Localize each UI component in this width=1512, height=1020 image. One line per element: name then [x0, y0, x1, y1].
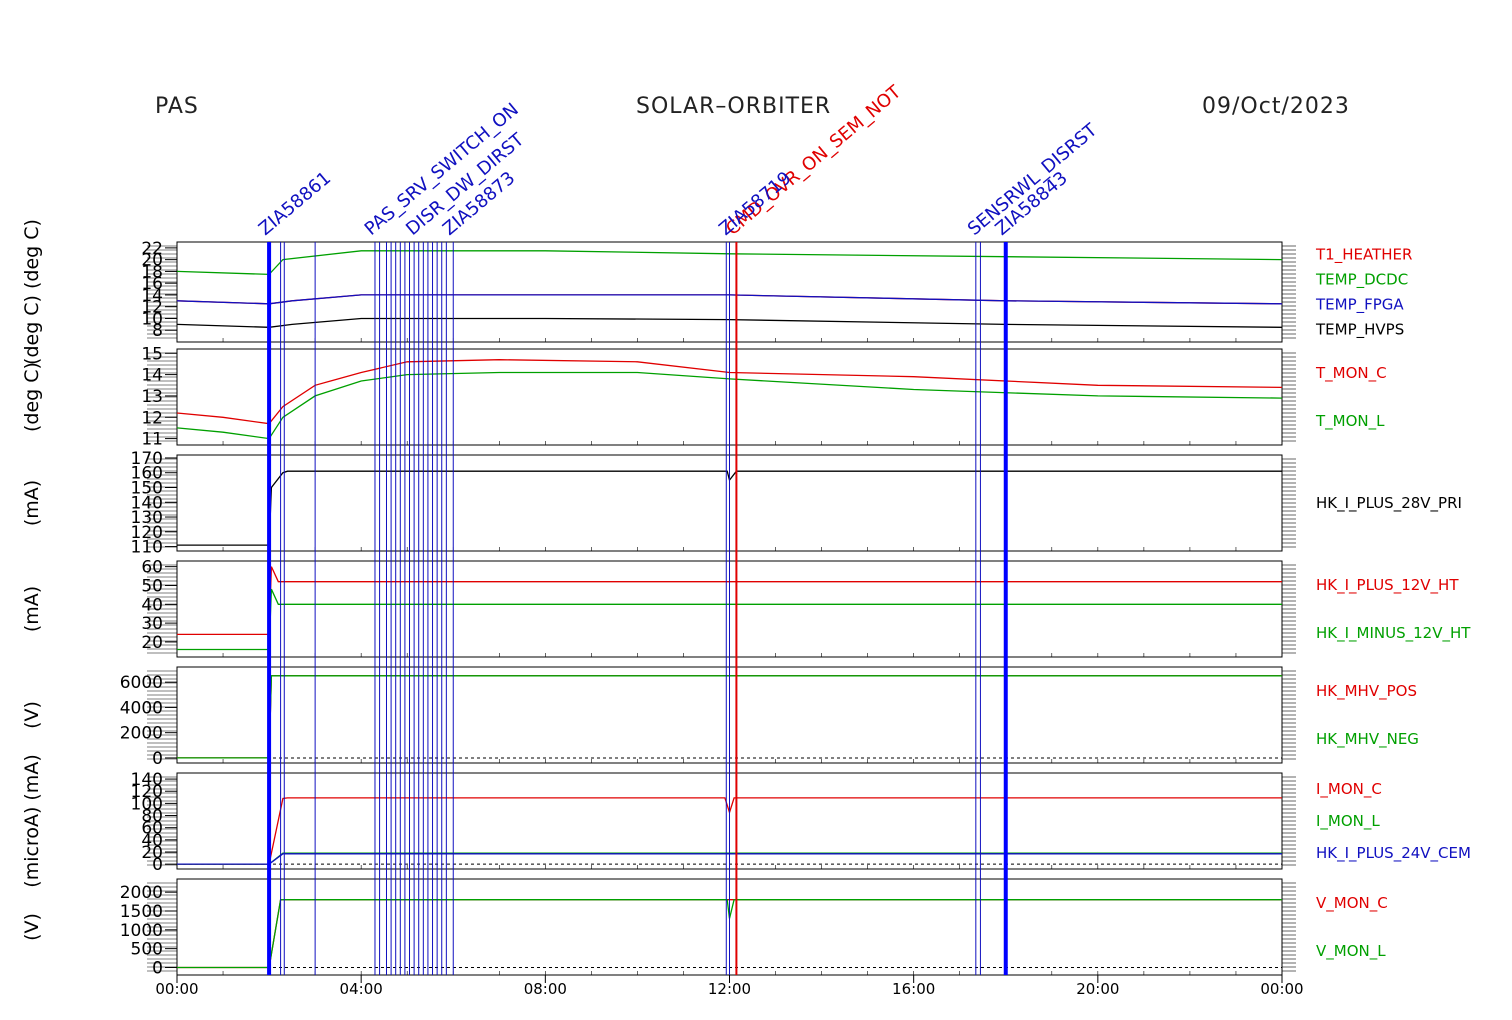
legend-label: TEMP_FPGA	[1315, 296, 1404, 315]
y-tick-label: 12	[141, 298, 163, 318]
panel-5: 6000 4000 2000 0 (V) HK_MHV_POS HK_MHV_NEG	[21, 666, 1419, 769]
x-tick-label: 00:00	[1260, 980, 1303, 998]
y-tick-label: 0	[152, 749, 163, 769]
legend-label: HK_I_PLUS_28V_PRI	[1316, 494, 1462, 513]
y-tick-label: 18	[141, 262, 163, 282]
y-tick-label: 120	[131, 782, 163, 802]
legend-label: TEMP_DCDC	[1315, 271, 1408, 290]
legend-label: V_MON_C	[1316, 894, 1388, 913]
y-tick-label: 140	[131, 493, 163, 513]
legend-label: TEMP_HVPS	[1315, 321, 1404, 340]
legend-label: V_MON_L	[1316, 942, 1386, 961]
x-tick-label: 04:00	[340, 980, 383, 998]
legend-label: T_MON_C	[1315, 364, 1387, 383]
legend-label: I_MON_L	[1316, 812, 1380, 831]
y-tick-label: 20	[141, 251, 163, 271]
event-label: SENSRWL_DISRST	[964, 119, 1102, 240]
y-tick-label: 60	[141, 558, 163, 578]
y-tick-label: 4000	[120, 698, 163, 718]
y-tick-label: 120	[131, 523, 163, 543]
legend-label: T_MON_L	[1315, 412, 1385, 431]
y-axis-label: (mA)	[21, 586, 43, 632]
y-tick-label: 100	[131, 794, 163, 814]
y-tick-label: 160	[131, 464, 163, 484]
legend-label: I_MON_C	[1316, 780, 1382, 799]
y-tick-label: 8	[152, 321, 163, 341]
legend-label: HK_MHV_NEG	[1316, 730, 1419, 749]
series-line	[177, 797, 1282, 865]
header-date: 09/Oct/2023	[1202, 94, 1350, 119]
y-tick-label: 1000	[120, 921, 163, 941]
y-tick-label: 130	[131, 508, 163, 528]
y-tick-label: 60	[141, 819, 163, 839]
y-tick-label: 14	[141, 366, 163, 386]
y-tick-label: 22	[141, 239, 163, 259]
y-tick-label: 110	[131, 538, 163, 558]
series-line	[177, 566, 1282, 636]
y-tick-label: 50	[141, 576, 163, 596]
y-tick-label: 2000	[120, 883, 163, 903]
y-axis-label: (V)	[21, 701, 43, 729]
x-tick-label: 08:00	[524, 980, 567, 998]
y-tick-label: 6000	[120, 673, 163, 693]
event-label: ZIA58719	[715, 168, 795, 240]
y-axis-label: (microA) (mA)	[21, 754, 43, 887]
y-tick-label: 0	[152, 855, 163, 875]
legend-label: HK_MHV_POS	[1316, 682, 1417, 701]
y-tick-label: 40	[141, 831, 163, 851]
y-tick-label: 15	[141, 344, 163, 364]
y-tick-label: 14	[141, 286, 163, 306]
y-tick-label: 80	[141, 807, 163, 827]
series-line	[177, 588, 1282, 651]
y-axis-label: (deg C)	[21, 362, 43, 432]
legend-label: T1_HEATHER	[1315, 246, 1412, 265]
y-tick-label: 1500	[120, 902, 163, 922]
x-tick-label: 20:00	[1076, 980, 1119, 998]
event-label: ZIA58861	[255, 168, 335, 240]
legend-label: HK_I_PLUS_24V_CEM	[1316, 844, 1471, 863]
y-tick-label: 170	[131, 449, 163, 469]
y-tick-label: 10	[141, 309, 163, 329]
x-tick-label: 12:00	[708, 980, 751, 998]
y-tick-label: 40	[141, 595, 163, 615]
y-tick-label: 500	[131, 940, 163, 960]
y-tick-label: 30	[141, 614, 163, 634]
y-tick-label: 16	[141, 274, 163, 294]
y-tick-label: 13	[141, 387, 163, 407]
y-tick-label: 2000	[120, 724, 163, 744]
x-tick-label: 16:00	[892, 980, 935, 998]
y-tick-label: 20	[141, 843, 163, 863]
y-axis-label: (mA)	[21, 480, 43, 526]
header-mission: SOLAR–ORBITER	[636, 94, 832, 119]
legend-label: HK_I_MINUS_12V_HT	[1316, 624, 1471, 643]
y-tick-label: 12	[141, 408, 163, 428]
series-line	[177, 853, 1282, 865]
y-tick-label: 0	[152, 958, 163, 978]
y-axis-label: (V)	[21, 913, 43, 941]
y-axis-label: (deg C) (deg C)	[21, 219, 43, 365]
y-tick-label: 11	[141, 430, 163, 450]
legend-label: HK_I_PLUS_12V_HT	[1316, 576, 1459, 595]
x-tick-label: 00:00	[155, 980, 198, 998]
y-tick-label: 20	[141, 633, 163, 653]
y-tick-label: 150	[131, 478, 163, 498]
y-tick-label: 140	[131, 770, 163, 790]
header-instrument: PAS	[155, 94, 199, 119]
